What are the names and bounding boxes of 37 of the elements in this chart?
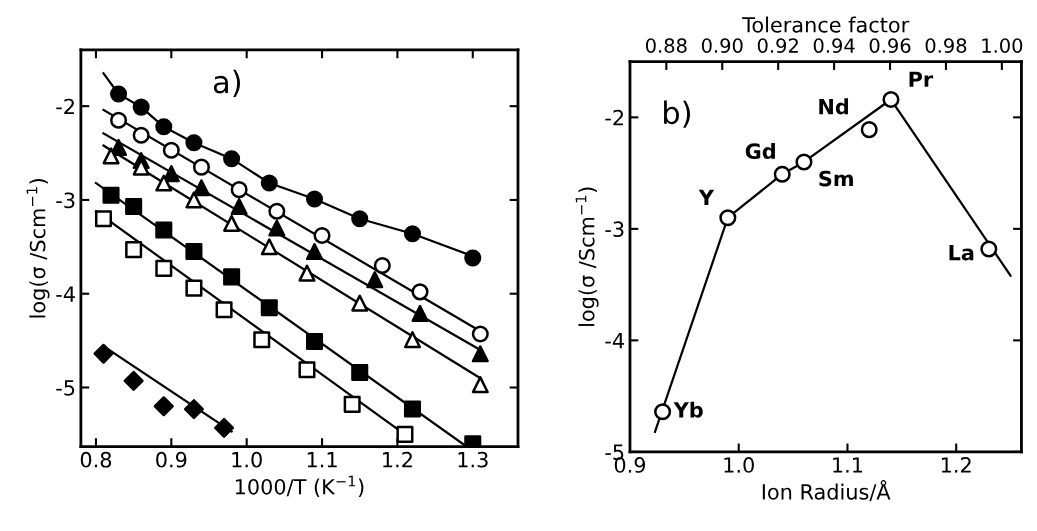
x2-tick-label: 0.90 <box>701 38 743 53</box>
annotation: Y <box>698 189 715 206</box>
x-tick-label: 1.0 <box>232 451 262 468</box>
y-tick-label: -4 <box>56 286 75 302</box>
x2-tick-label: 0.94 <box>813 38 855 53</box>
y-tick-label: -5 <box>56 380 75 396</box>
x-tick-label: 1.1 <box>307 452 337 468</box>
x-tick-label: 1.2 <box>941 457 971 473</box>
y-tick-label: -2 <box>56 98 74 115</box>
annotation: a) <box>213 69 241 97</box>
annotation: Gd <box>745 142 775 160</box>
x-axis-title: Ion Radius/Å <box>762 480 891 502</box>
annotation: Sm <box>819 170 853 187</box>
x2-axis-title: Tolerance factor <box>742 16 910 33</box>
y-tick-label: -4 <box>605 333 624 349</box>
x-tick-label: 0.8 <box>80 451 112 468</box>
annotation: b) <box>664 100 690 128</box>
x2-tick-label: 0.96 <box>869 38 911 53</box>
x-tick-label: 1.3 <box>458 451 488 468</box>
x-tick-label: 0.9 <box>156 451 187 468</box>
annotation: Pr <box>909 71 934 87</box>
y-tick-label: -2 <box>605 109 624 126</box>
annotation: La <box>949 245 974 261</box>
x-tick-label: 1.0 <box>724 457 754 473</box>
x-axis-title: 1000/T (K$^{−1}$) <box>235 475 364 498</box>
x-tick-label: 1.1 <box>833 457 863 473</box>
x2-tick-label: 1.00 <box>982 38 1023 53</box>
y-tick-label: -3 <box>56 192 75 209</box>
x2-tick-label: 0.98 <box>925 38 967 53</box>
x2-tick-label: 0.88 <box>645 38 687 53</box>
y-axis-title: log(σ /Scm$^{−1}$) <box>26 179 50 318</box>
annotation: Nd <box>819 98 849 115</box>
annotation: Yb <box>673 401 703 418</box>
x2-tick-label: 0.92 <box>757 38 798 53</box>
x-tick-label: 1.2 <box>383 451 412 468</box>
y-tick-label: -3 <box>605 221 624 238</box>
y-axis-title: log(σ /Scm$^{−1}$) <box>575 187 599 326</box>
